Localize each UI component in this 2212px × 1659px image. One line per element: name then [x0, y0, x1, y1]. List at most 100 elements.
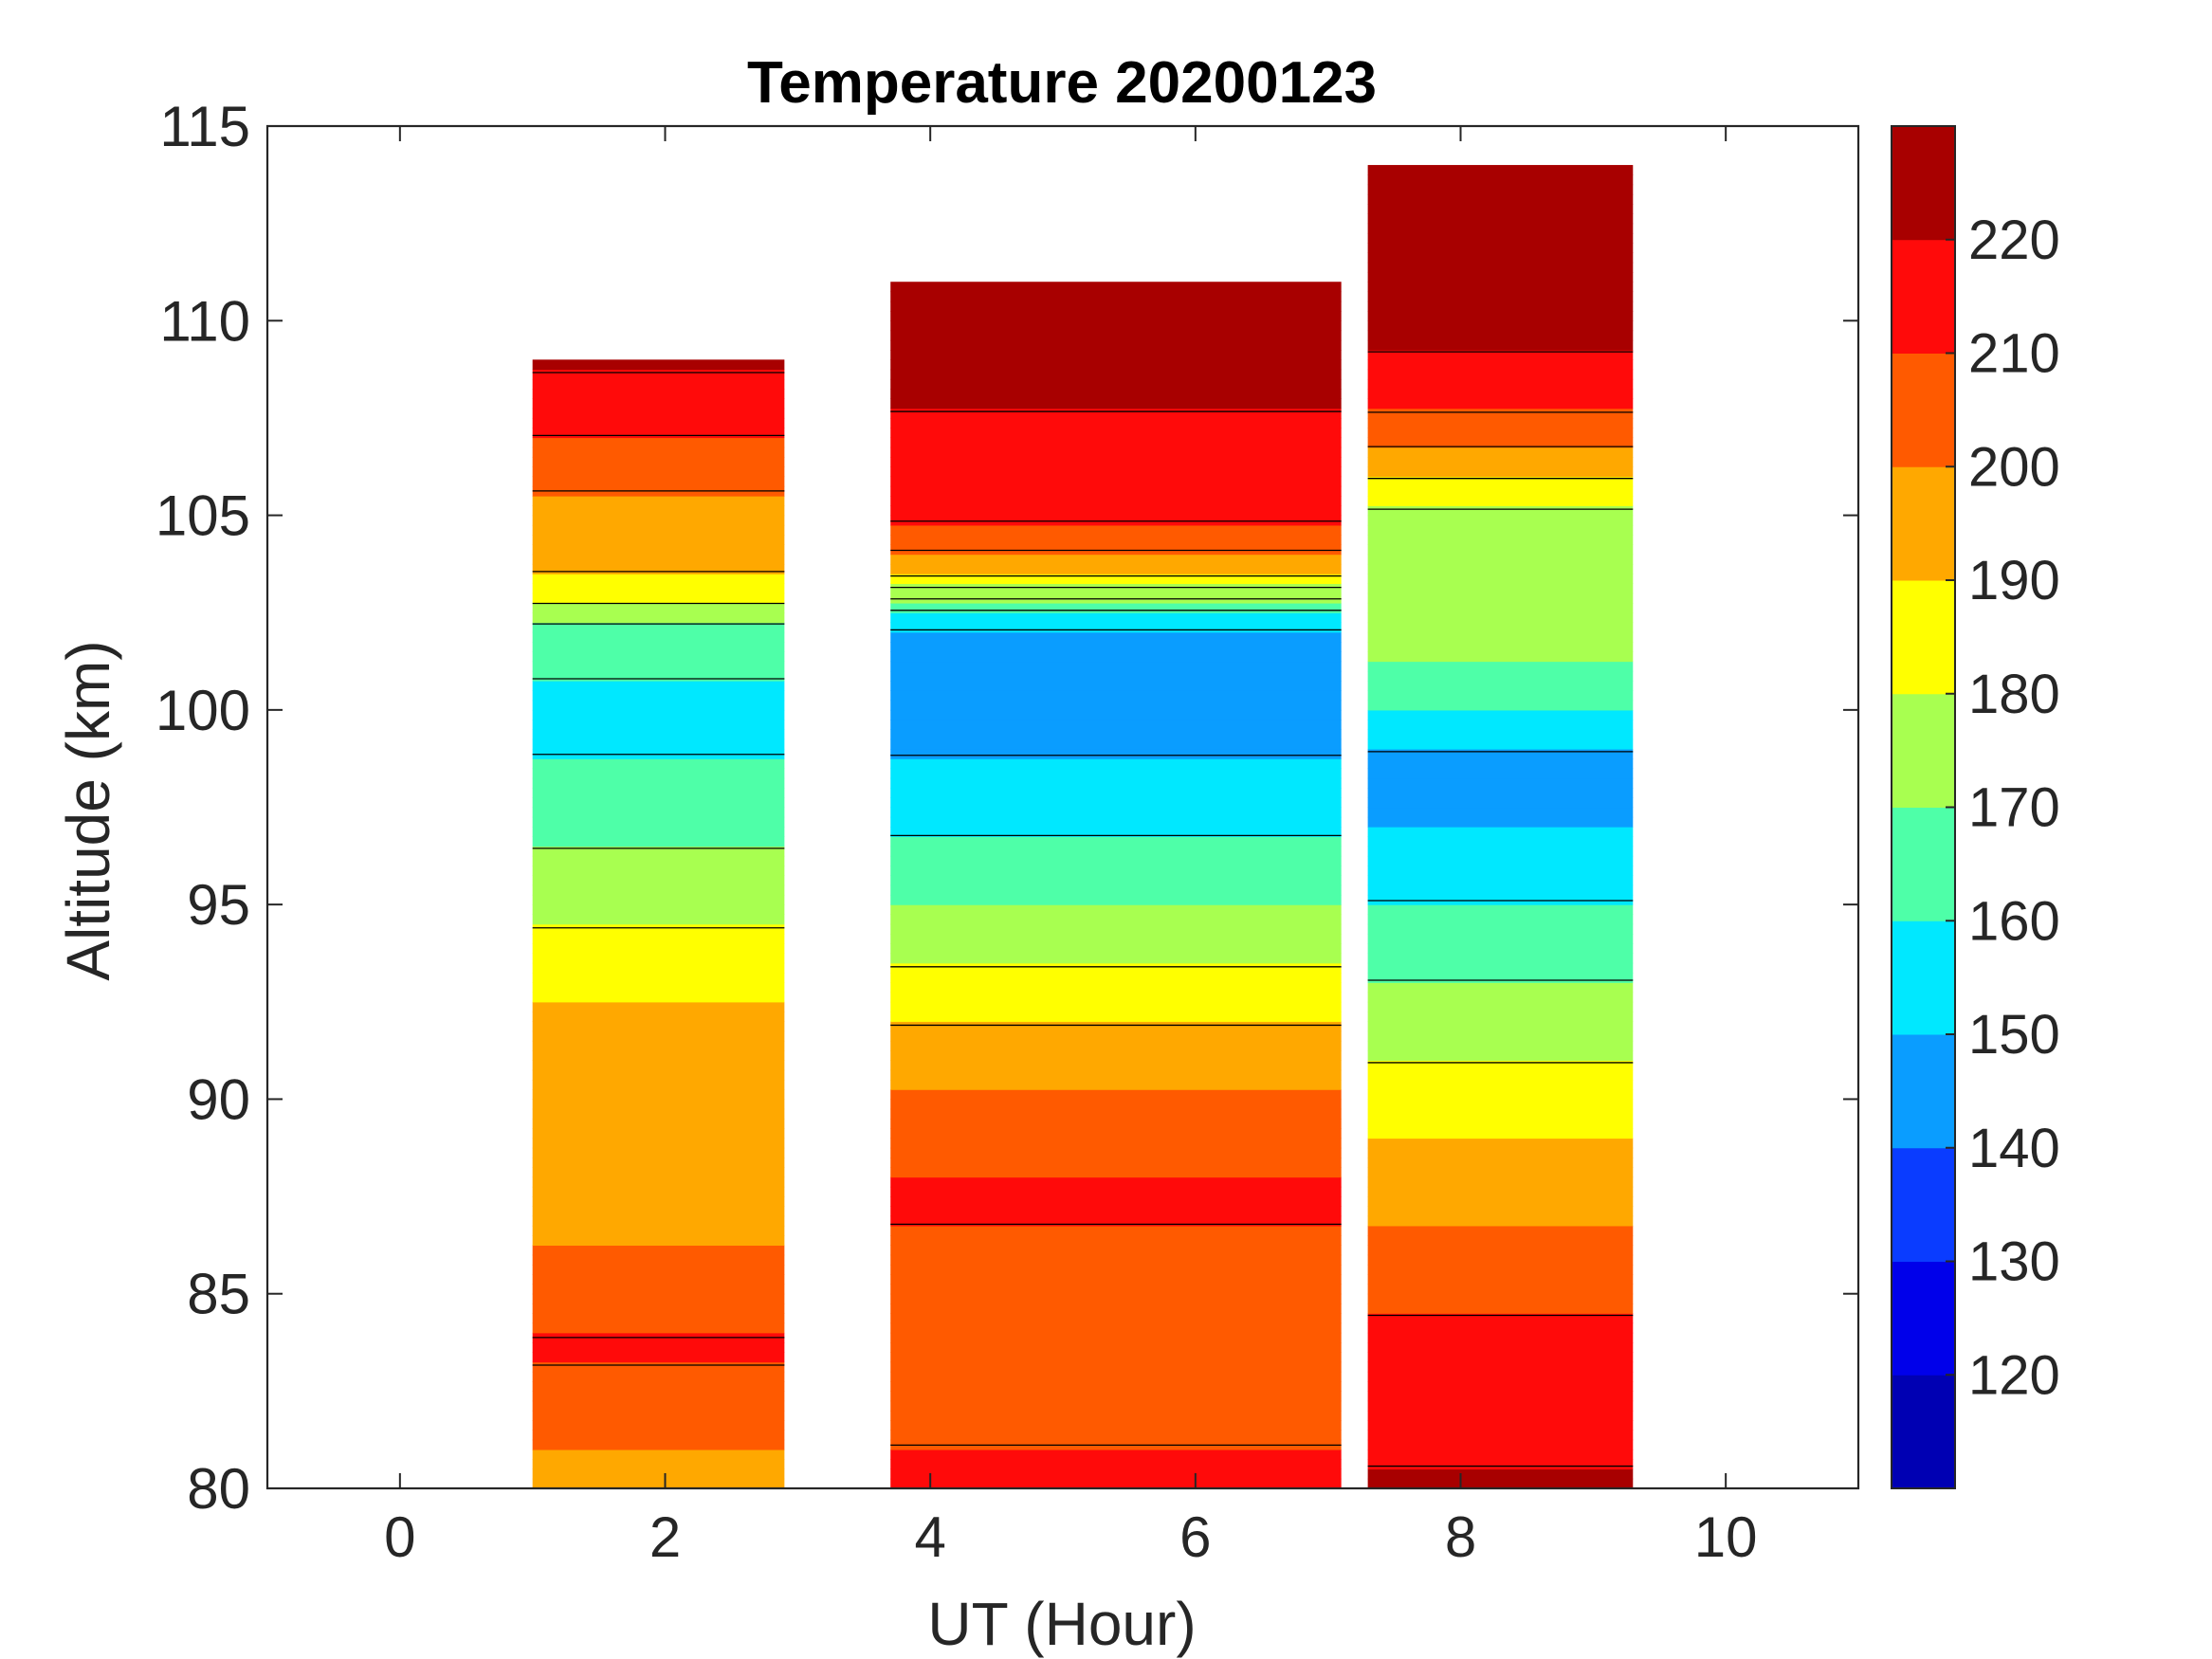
contour-band — [890, 282, 1342, 293]
contour-band — [890, 1293, 1342, 1304]
contour-band — [1367, 282, 1634, 293]
contour-band — [890, 1303, 1342, 1314]
contour-band — [532, 1313, 785, 1324]
contour-band — [532, 1410, 785, 1421]
contour-band — [532, 524, 785, 536]
contour-band — [1367, 1420, 1634, 1431]
contour-band — [1367, 535, 1634, 545]
contour-band — [890, 408, 1342, 419]
contour-band — [1367, 428, 1634, 439]
contour-band — [890, 1030, 1342, 1042]
contour-band — [890, 1430, 1342, 1441]
contour-band — [1367, 1284, 1634, 1295]
contour-band — [1367, 1264, 1634, 1275]
contour-band — [1367, 223, 1634, 234]
contour-band — [1367, 758, 1634, 770]
contour-band — [890, 602, 1342, 613]
contour-band — [1367, 1342, 1634, 1353]
contour-band — [890, 1021, 1342, 1032]
contour-band — [890, 437, 1342, 448]
contour-band — [1367, 1012, 1634, 1022]
contour-band — [890, 670, 1342, 682]
contour-band — [890, 1167, 1342, 1178]
contour-band — [532, 1030, 785, 1042]
contour-band — [1367, 1138, 1634, 1149]
colorbar-tick-label: 160 — [1968, 890, 2060, 952]
contour-band — [1367, 1313, 1634, 1324]
segment-1 — [532, 359, 785, 1489]
contour-band — [890, 846, 1342, 857]
contour-band — [890, 1012, 1342, 1022]
contour-band — [1367, 1478, 1634, 1489]
contour-band — [532, 709, 785, 720]
contour-band — [1367, 232, 1634, 244]
contour-band — [532, 574, 785, 585]
contour-band — [890, 1128, 1342, 1139]
contour-band — [532, 846, 785, 857]
contour-band — [1367, 670, 1634, 682]
contour-band — [1367, 972, 1634, 983]
contour-band — [532, 661, 785, 672]
contour-band — [532, 1196, 785, 1207]
contour-band — [890, 1069, 1342, 1081]
contour-band — [890, 612, 1342, 624]
contour-band — [1367, 213, 1634, 225]
contour-band — [890, 1361, 1342, 1373]
contour-band — [1367, 350, 1634, 360]
contour-band — [1367, 574, 1634, 585]
contour-band — [890, 1352, 1342, 1363]
contour-band — [890, 378, 1342, 390]
contour-band — [890, 1245, 1342, 1256]
contour-band — [532, 914, 785, 925]
contour-band — [532, 622, 785, 633]
colorbar-tick-label: 210 — [1968, 323, 2060, 385]
contour-band — [890, 992, 1342, 1003]
contour-band — [1367, 827, 1634, 837]
contour-band — [1367, 398, 1634, 410]
contour-band — [532, 894, 785, 905]
contour-band — [890, 320, 1342, 332]
contour-band — [890, 1040, 1342, 1051]
contour-band — [1367, 1235, 1634, 1246]
contour-band — [1367, 953, 1634, 964]
contour-band — [1367, 1196, 1634, 1207]
x-tick-label: 10 — [1694, 1505, 1758, 1569]
contour-band — [890, 972, 1342, 983]
contour-band — [890, 1176, 1342, 1188]
contour-band — [890, 524, 1342, 536]
contour-band — [890, 827, 1342, 837]
contour-band — [1367, 563, 1634, 574]
contour-band — [1367, 816, 1634, 828]
contour-band — [890, 807, 1342, 818]
contour-band — [890, 1284, 1342, 1295]
contour-band — [532, 1254, 785, 1266]
contour-band — [890, 622, 1342, 633]
contour-band — [890, 350, 1342, 360]
contour-band — [532, 1468, 785, 1480]
contour-band — [1367, 378, 1634, 390]
contour-band — [532, 1342, 785, 1353]
contour-band — [890, 1215, 1342, 1227]
contour-band — [532, 884, 785, 896]
contour-band — [1367, 389, 1634, 399]
contour-band — [532, 1108, 785, 1120]
contour-band — [890, 1391, 1342, 1402]
contour-band — [532, 923, 785, 935]
x-tick-label: 6 — [1179, 1505, 1211, 1569]
contour-band — [1367, 914, 1634, 925]
contour-band — [890, 1196, 1342, 1207]
contour-band — [1367, 1293, 1634, 1304]
contour-band — [532, 797, 785, 809]
contour-band — [532, 417, 785, 428]
contour-band — [1367, 359, 1634, 371]
y-tick-label: 85 — [187, 1263, 250, 1326]
contour-band — [1367, 1069, 1634, 1081]
y-axis-label: Altitude (km) — [54, 640, 122, 980]
x-axis: 0 2 4 6 8 10 — [384, 126, 1758, 1569]
colorbar-level — [1892, 580, 1955, 695]
contour-band — [890, 884, 1342, 896]
contour-band — [532, 700, 785, 711]
contour-band — [532, 398, 785, 410]
contour-band — [1367, 923, 1634, 935]
